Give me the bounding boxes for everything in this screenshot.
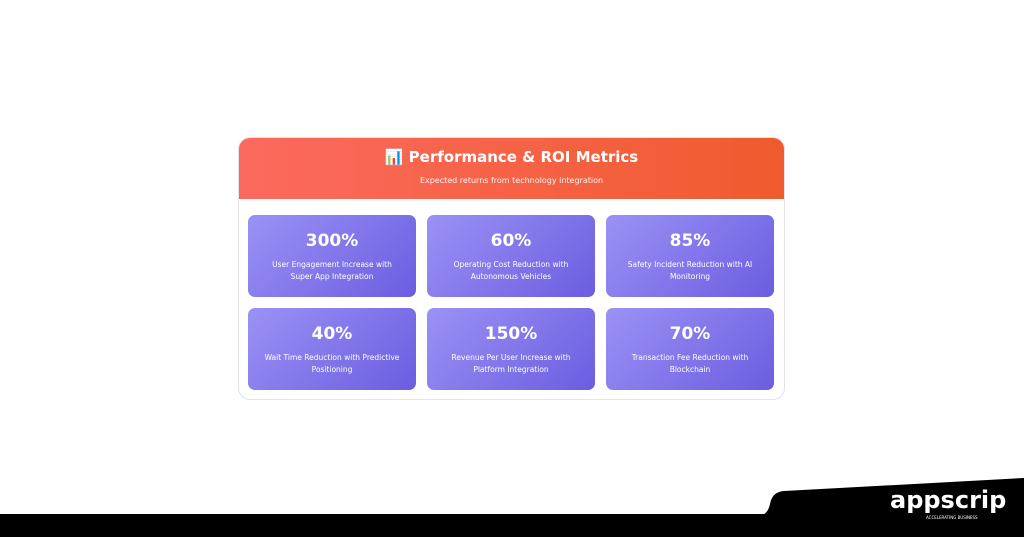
footer-bar [0, 514, 1024, 537]
metric-label: Revenue Per User Increase with Platform … [451, 353, 571, 374]
panel-subtitle: Expected returns from technology integra… [419, 176, 604, 185]
metric-value: 60% [490, 231, 532, 251]
bar-chart-icon: 📊 [384, 148, 404, 166]
metric-value: 40% [311, 324, 353, 344]
panel-title: 📊 Performance & ROI Metrics [239, 138, 784, 167]
panel-header: 📊 Performance & ROI Metrics Expected ret… [239, 138, 784, 199]
metric-card: 300% User Engagement Increase with Super … [248, 215, 416, 297]
logo-background [760, 478, 1024, 518]
metric-value: 85% [669, 231, 711, 251]
metric-card: 60% Operating Cost Reduction with Autonom… [427, 215, 595, 297]
metric-value: 70% [669, 324, 711, 344]
metric-label: Wait Time Reduction with Predictive Posi… [264, 353, 400, 374]
metric-card: 40% Wait Time Reduction with Predictive P… [248, 308, 416, 390]
metric-label: User Engagement Increase with Super App … [272, 260, 392, 281]
metric-card: 70% Transaction Fee Reduction with Blockc… [606, 308, 774, 390]
metric-label: Operating Cost Reduction with Autonomous… [453, 260, 569, 281]
metric-value: 150% [484, 324, 538, 344]
metrics-grid: 300% User Engagement Increase with Super … [248, 215, 774, 390]
metric-value: 300% [305, 231, 359, 251]
brand-tagline: ACCELERATING BUSINESS [926, 515, 978, 520]
title-text: Performance & ROI Metrics [408, 148, 639, 166]
roi-metrics-panel: 📊 Performance & ROI Metrics Expected ret… [238, 137, 785, 400]
brand-logo: appscrip [890, 486, 1007, 514]
metric-card: 150% Revenue Per User Increase with Platf… [427, 308, 595, 390]
metric-label: Transaction Fee Reduction with Blockchai… [631, 353, 749, 374]
metric-card: 85% Safety Incident Reduction with AI Mon… [606, 215, 774, 297]
metric-label: Safety Incident Reduction with AI Monito… [627, 260, 753, 281]
